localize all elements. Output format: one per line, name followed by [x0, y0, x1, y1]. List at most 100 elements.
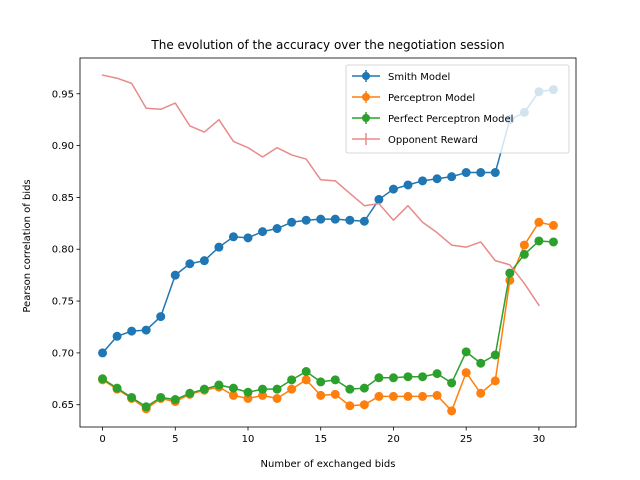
data-point-perfect-perceptron-model	[287, 375, 297, 385]
data-point-smith-model	[156, 312, 166, 322]
series-line-perfect-perceptron-model	[101, 240, 555, 408]
y-tick-label: 0.90	[52, 141, 74, 152]
x-axis-label: Number of exchanged bids	[261, 459, 396, 470]
data-point-perfect-perceptron-model	[490, 350, 500, 360]
data-point-smith-model	[432, 174, 442, 184]
legend-label: Perfect Perceptron Model	[388, 114, 513, 125]
x-tick-label: 30	[533, 434, 546, 445]
data-point-perceptron-model	[461, 368, 471, 378]
series-line-opponent-reward	[101, 74, 540, 307]
data-point-smith-model	[476, 168, 486, 178]
data-point-perfect-perceptron-model	[214, 380, 224, 390]
data-point-smith-model	[258, 227, 268, 237]
data-point-perceptron-model	[476, 388, 486, 398]
plot-frame	[79, 57, 577, 428]
data-point-smith-model	[185, 259, 195, 269]
y-tick-label: 0.75	[52, 297, 74, 308]
series-perceptron-model	[98, 217, 558, 416]
data-point-perfect-perceptron-model	[418, 372, 428, 382]
data-point-smith-model	[447, 172, 457, 182]
data-point-perceptron-model	[359, 400, 369, 410]
data-point-perfect-perceptron-model	[403, 372, 413, 382]
data-point-perfect-perceptron-model	[258, 384, 268, 394]
legend-swatch-marker	[362, 93, 370, 101]
x-tick-label: 15	[314, 434, 327, 445]
data-point-perceptron-model	[330, 389, 340, 399]
data-point-perceptron-model	[301, 375, 311, 385]
data-point-perceptron-model	[374, 391, 384, 401]
data-point-smith-model	[490, 168, 500, 178]
data-point-smith-model	[359, 216, 369, 226]
legend-item-smith-model: Smith Model	[352, 70, 450, 83]
legend-label: Smith Model	[388, 72, 450, 83]
data-point-perceptron-model	[447, 406, 457, 416]
data-point-perfect-perceptron-model	[432, 369, 442, 379]
data-point-smith-model	[374, 194, 384, 204]
chart-title: The evolution of the accuracy over the n…	[150, 38, 504, 52]
legend-label: Opponent Reward	[388, 135, 478, 146]
legend: Smith Model Perceptron Model Perfect Perce…	[345, 64, 570, 154]
legend-label: Perceptron Model	[388, 93, 475, 104]
y-tick-label: 0.65	[52, 400, 74, 411]
data-point-perfect-perceptron-model	[141, 402, 151, 412]
data-point-perceptron-model	[418, 391, 428, 401]
data-point-perfect-perceptron-model	[476, 358, 486, 368]
series-perfect-perceptron-model	[98, 236, 558, 412]
data-point-smith-model	[214, 242, 224, 252]
data-point-perfect-perceptron-model	[548, 237, 558, 247]
x-tick-label: 5	[172, 434, 178, 445]
data-point-perceptron-model	[519, 240, 529, 250]
legend-box	[345, 64, 570, 154]
legend-item-perceptron-model: Perceptron Model	[352, 91, 475, 104]
axes: 0 5 10 15 20 25 30 0.65 0.70 0.75 0.80 0.85 0.90 0.95	[52, 57, 577, 445]
data-point-smith-model	[170, 270, 180, 280]
y-tick-label: 0.80	[52, 245, 74, 256]
data-point-smith-model	[316, 214, 326, 224]
data-point-perceptron-model	[287, 384, 297, 394]
data-point-smith-model	[403, 180, 413, 190]
data-point-perfect-perceptron-model	[170, 395, 180, 405]
data-point-perfect-perceptron-model	[156, 392, 166, 402]
data-point-perfect-perceptron-model	[519, 249, 529, 259]
data-point-smith-model	[199, 256, 209, 266]
data-point-perfect-perceptron-model	[127, 392, 137, 402]
data-point-smith-model	[243, 233, 253, 243]
data-point-smith-model	[141, 325, 151, 335]
legend-swatch-marker	[362, 72, 370, 80]
data-point-perfect-perceptron-model	[98, 374, 108, 384]
data-point-perfect-perceptron-model	[330, 375, 340, 385]
data-point-smith-model	[98, 348, 108, 358]
data-point-perfect-perceptron-model	[185, 388, 195, 398]
data-point-perfect-perceptron-model	[461, 347, 471, 357]
y-tick-label: 0.95	[52, 89, 74, 100]
data-point-perfect-perceptron-model	[505, 268, 515, 278]
data-point-smith-model	[418, 176, 428, 186]
series-line-perceptron-model	[101, 221, 555, 412]
data-point-perceptron-model	[272, 394, 282, 403]
data-point-smith-model	[461, 168, 471, 178]
data-point-perfect-perceptron-model	[199, 384, 209, 394]
data-point-perceptron-model	[548, 220, 558, 230]
data-point-perfect-perceptron-model	[272, 384, 282, 394]
data-point-smith-model	[388, 184, 398, 194]
x-tick-label: 25	[460, 434, 473, 445]
x-tick-label: 10	[242, 434, 255, 445]
data-point-perfect-perceptron-model	[243, 387, 253, 397]
x-tick-label: 20	[387, 434, 400, 445]
data-point-smith-model	[272, 224, 282, 234]
data-point-smith-model	[330, 214, 340, 224]
data-point-perfect-perceptron-model	[112, 383, 122, 393]
data-point-smith-model	[112, 331, 122, 341]
data-point-perceptron-model	[388, 391, 398, 401]
data-point-perceptron-model	[403, 391, 413, 401]
data-point-perfect-perceptron-model	[534, 236, 544, 246]
y-tick-label: 0.85	[52, 193, 74, 204]
data-point-smith-model	[287, 217, 297, 227]
y-axis-label: Pearson correlation of bids	[22, 179, 33, 312]
data-point-perceptron-model	[345, 401, 355, 411]
legend-item-opponent-reward: Opponent Reward	[352, 133, 478, 146]
data-point-smith-model	[345, 215, 355, 225]
series-opponent-reward	[101, 74, 540, 307]
data-point-perfect-perceptron-model	[301, 367, 311, 377]
